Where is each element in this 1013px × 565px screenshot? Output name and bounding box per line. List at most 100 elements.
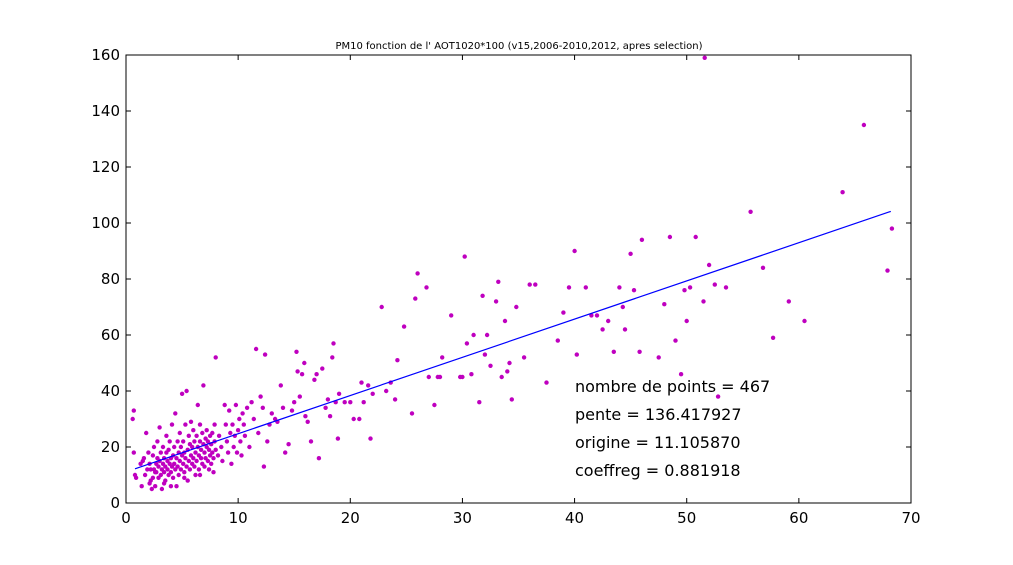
data-point	[484, 332, 490, 338]
data-point	[159, 486, 165, 492]
data-point	[611, 349, 616, 354]
data-point	[527, 282, 532, 287]
data-point	[166, 447, 171, 452]
data-point	[164, 433, 169, 438]
data-point	[368, 436, 373, 441]
data-point	[173, 411, 178, 416]
data-point	[409, 411, 415, 416]
data-point	[130, 416, 135, 422]
x-tick-label: 40	[565, 509, 584, 527]
x-tick-label: 50	[677, 509, 696, 527]
data-point	[188, 419, 194, 424]
data-point	[178, 444, 184, 450]
data-point	[314, 372, 319, 377]
data-point	[157, 425, 162, 430]
data-point	[684, 318, 689, 324]
data-point	[239, 453, 244, 458]
data-point	[165, 467, 170, 472]
data-point	[201, 383, 206, 388]
data-point	[251, 416, 256, 422]
data-point	[802, 318, 807, 324]
data-point	[325, 397, 331, 402]
y-tick-label: 140	[91, 102, 120, 120]
data-point	[216, 433, 222, 438]
data-point	[348, 400, 353, 405]
data-point	[172, 444, 177, 450]
data-point	[141, 456, 147, 461]
data-point	[206, 467, 212, 472]
data-point	[148, 467, 153, 472]
data-point	[265, 439, 270, 444]
data-point	[269, 411, 274, 416]
data-point	[150, 475, 156, 480]
data-point	[145, 467, 150, 472]
data-point	[687, 285, 693, 290]
data-point	[168, 470, 174, 475]
data-point	[682, 288, 687, 293]
x-tick-label: 60	[789, 509, 808, 527]
data-point	[496, 279, 501, 284]
data-point	[192, 464, 197, 469]
data-point	[231, 444, 236, 450]
data-point	[289, 408, 295, 413]
data-point	[786, 299, 791, 304]
data-point	[202, 464, 207, 469]
data-point	[167, 439, 172, 444]
annotations: nombre de points = 467 pente = 136.41792…	[575, 377, 770, 480]
data-point	[437, 374, 443, 380]
data-point	[606, 318, 611, 324]
data-point	[335, 436, 341, 441]
data-point	[258, 394, 263, 399]
data-point	[424, 285, 429, 290]
annotation-origine: origine = 11.105870	[575, 433, 741, 452]
data-point	[150, 453, 156, 458]
data-point	[133, 475, 139, 480]
data-point	[482, 352, 488, 357]
data-point	[302, 360, 307, 366]
data-point	[342, 400, 347, 405]
data-point	[885, 268, 890, 273]
x-tick-label: 0	[121, 509, 131, 527]
data-point	[184, 464, 189, 469]
data-point	[155, 439, 160, 444]
data-point	[168, 484, 174, 489]
data-point	[195, 402, 200, 408]
data-point	[160, 444, 166, 450]
data-point	[583, 285, 588, 290]
data-point	[488, 363, 493, 368]
data-point	[370, 391, 375, 396]
data-point	[240, 411, 245, 416]
data-point	[192, 439, 197, 444]
data-point	[401, 324, 407, 329]
data-point	[151, 444, 157, 450]
data-point	[205, 439, 211, 444]
data-point	[156, 464, 161, 469]
x-tick-label: 10	[229, 509, 248, 527]
y-tick-label: 100	[91, 214, 120, 232]
data-point	[175, 464, 180, 469]
data-point	[305, 419, 310, 424]
y-tick-label: 80	[101, 270, 120, 288]
data-point	[197, 439, 203, 444]
data-point	[197, 422, 203, 427]
data-point	[471, 332, 476, 338]
data-point	[462, 254, 467, 259]
data-point	[209, 461, 214, 466]
data-point	[262, 352, 268, 357]
data-point	[706, 262, 712, 268]
data-point	[190, 444, 195, 450]
axis-ticks: 0 10 20 30 40 50 60 70 0 20 40 60 80 100 120 140 160	[91, 46, 920, 527]
data-point	[384, 388, 389, 394]
data-point	[198, 456, 204, 461]
data-point	[357, 416, 362, 422]
data-point	[628, 251, 633, 256]
data-point	[336, 391, 342, 396]
data-point	[316, 456, 322, 461]
y-tick-label: 0	[110, 494, 120, 512]
data-point	[701, 299, 706, 304]
data-point	[224, 439, 230, 444]
data-point	[181, 461, 186, 466]
y-tick-label: 120	[91, 158, 120, 176]
data-point	[256, 430, 261, 436]
